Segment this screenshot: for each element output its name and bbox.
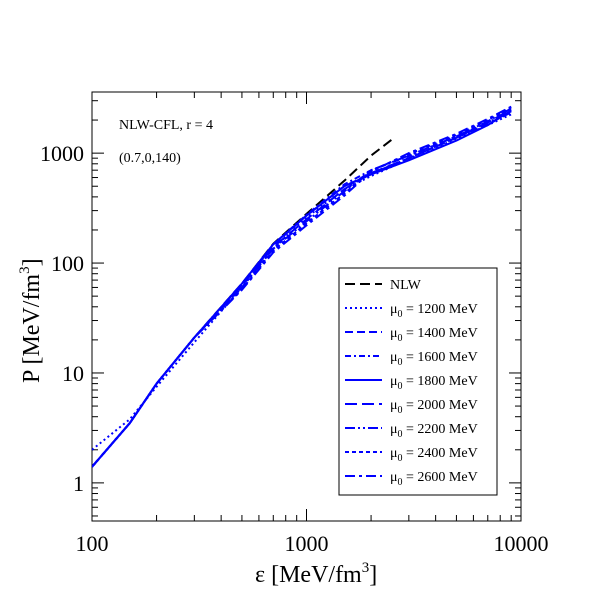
series-curves <box>92 105 512 468</box>
annotation-params: (0.7,0,140) <box>119 151 181 166</box>
y-tick-label: 100 <box>51 251 84 276</box>
legend-label-4: μ0 = 1800 MeV <box>390 374 478 392</box>
y-tick-label: 10 <box>62 361 84 386</box>
legend-label-5: μ0 = 2000 MeV <box>390 398 478 416</box>
x-axis-label: ε [MeV/fm3] <box>255 560 377 588</box>
legend-label-8: μ0 = 2600 MeV <box>390 470 478 488</box>
legend-label-6: μ0 = 2200 MeV <box>390 422 478 440</box>
y-tick-label: 1000 <box>40 141 84 166</box>
legend-label-2: μ0 = 1400 MeV <box>390 326 478 344</box>
axis-ticks: 100 1000 10000 1 10 100 1000 <box>40 92 549 556</box>
y-axis-label: P [MeV/fm3] <box>17 258 45 383</box>
x-tick-label: 10000 <box>494 531 549 556</box>
legend-label-7: μ0 = 2400 MeV <box>390 446 478 464</box>
legend-box <box>338 267 498 496</box>
legend-label-3: μ0 = 1600 MeV <box>390 350 478 368</box>
y-tick-label: 1 <box>73 471 84 496</box>
x-tick-label: 1000 <box>285 531 329 556</box>
series-line-1 <box>92 113 512 451</box>
series-line-8 <box>92 105 512 468</box>
legend-label-1: μ0 = 1200 MeV <box>390 302 478 320</box>
x-tick-label: 100 <box>76 531 109 556</box>
legend-label-0: NLW <box>390 278 422 293</box>
legend: NLW μ0 = 1200 MeV μ0 = 1400 MeV μ0 = 1600 M… <box>338 267 498 496</box>
annotation-model: NLW-CFL, r = 4 <box>119 118 213 133</box>
